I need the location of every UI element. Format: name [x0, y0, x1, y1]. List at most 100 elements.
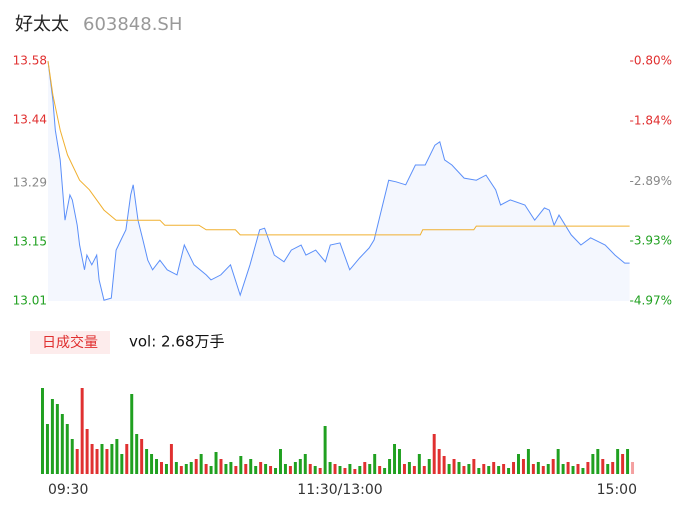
volume-bar [135, 434, 139, 474]
volume-bar [164, 464, 168, 474]
volume-bar [229, 462, 233, 474]
volume-bar [368, 464, 372, 474]
volume-bar [130, 394, 134, 474]
volume-bar [50, 399, 54, 474]
volume-bar [308, 464, 312, 474]
volume-bar [383, 468, 387, 474]
volume-bar [239, 456, 243, 474]
x-tick-label: 11:30/13:00 [297, 482, 382, 498]
average-line [47, 60, 630, 236]
volume-bar [373, 454, 377, 474]
volume-bar [328, 462, 332, 474]
volume-bar [259, 462, 263, 474]
volume-bar [110, 444, 114, 474]
volume-bar [422, 466, 426, 474]
volume-bar [338, 466, 342, 474]
volume-bar [125, 444, 129, 474]
volume-bar [115, 439, 119, 474]
y-tick-label: 13.29 [13, 176, 47, 190]
y2-tick-label: -2.89% [630, 174, 672, 188]
volume-bar [626, 449, 630, 474]
volume-bar [536, 462, 540, 474]
price-line [47, 60, 630, 301]
volume-bar [244, 464, 248, 474]
volume-bar [497, 466, 501, 474]
volume-label-box [30, 331, 110, 354]
volume-bar [214, 452, 218, 474]
volume-bar [571, 466, 575, 474]
volume-bar [105, 449, 109, 474]
volume-bar [283, 464, 287, 474]
volume-bar [348, 464, 352, 474]
volume-bar [288, 466, 292, 474]
volume-bar [313, 466, 317, 474]
volume-bar [378, 466, 382, 474]
volume-bar [343, 468, 347, 474]
volume-bar [155, 459, 159, 474]
volume-bar [150, 454, 154, 474]
volume-bar [457, 462, 461, 474]
volume-bar [531, 464, 535, 474]
volume-bar [417, 454, 421, 474]
volume-bar [388, 459, 392, 474]
volume-bar [234, 466, 238, 474]
volume-bar [487, 466, 491, 474]
volume-bar [179, 466, 183, 474]
volume-bar [41, 388, 44, 474]
volume-bar [224, 464, 228, 474]
volume-bar [293, 462, 297, 474]
volume-bar [160, 462, 163, 474]
volume-bar [507, 468, 511, 474]
y-tick-label: 13.44 [13, 112, 47, 126]
volume-bar [492, 462, 496, 474]
volume-bar [462, 466, 466, 474]
volume-bar [60, 414, 64, 474]
volume-bar [566, 462, 570, 474]
volume-bar [447, 464, 451, 474]
y-tick-label: 13.15 [13, 235, 47, 249]
y-tick-label: 13.58 [13, 54, 47, 68]
volume-bar [596, 449, 600, 474]
volume-bar [279, 449, 282, 474]
volume-bar [412, 466, 416, 474]
volume-bar [353, 469, 357, 474]
volume-bar [427, 459, 431, 474]
volume-label: 日成交量 [42, 334, 98, 351]
volume-bar [209, 466, 213, 474]
volume-bar [120, 454, 124, 474]
volume-bar [437, 449, 441, 474]
price-area [48, 61, 630, 301]
volume-bar [477, 468, 481, 474]
volume-bar [249, 459, 253, 474]
volume-bar [442, 456, 446, 474]
volume-bar [512, 462, 516, 474]
volume-bar [90, 444, 94, 474]
volume-bar [467, 464, 471, 474]
volume-bar [472, 459, 476, 474]
volume-bar [95, 449, 99, 474]
volume-bar [140, 439, 144, 474]
volume-bar [502, 464, 506, 474]
volume-bar [546, 464, 550, 474]
volume-bar [219, 459, 223, 474]
volume-bar [586, 462, 590, 474]
volume-bar [561, 464, 565, 474]
volume-bar [363, 462, 367, 474]
chart-subtitle: 603848.SH [83, 14, 182, 35]
volume-bar [591, 454, 595, 474]
volume-bar [298, 459, 302, 474]
volume-bar [556, 449, 560, 474]
volume-bar [601, 459, 605, 474]
volume-bar [616, 449, 620, 474]
x-tick-label: 15:00 [597, 482, 637, 498]
volume-bar [303, 454, 307, 474]
volume-bar [100, 444, 104, 474]
volume-bar [75, 449, 79, 474]
chart-title: 好太太 [15, 14, 69, 35]
volume-bar [80, 388, 84, 474]
volume-bar [611, 462, 615, 474]
y2-tick-label: -3.93% [630, 234, 672, 248]
volume-bar [274, 468, 278, 474]
volume-bar [264, 464, 268, 474]
volume-bar [606, 464, 610, 474]
